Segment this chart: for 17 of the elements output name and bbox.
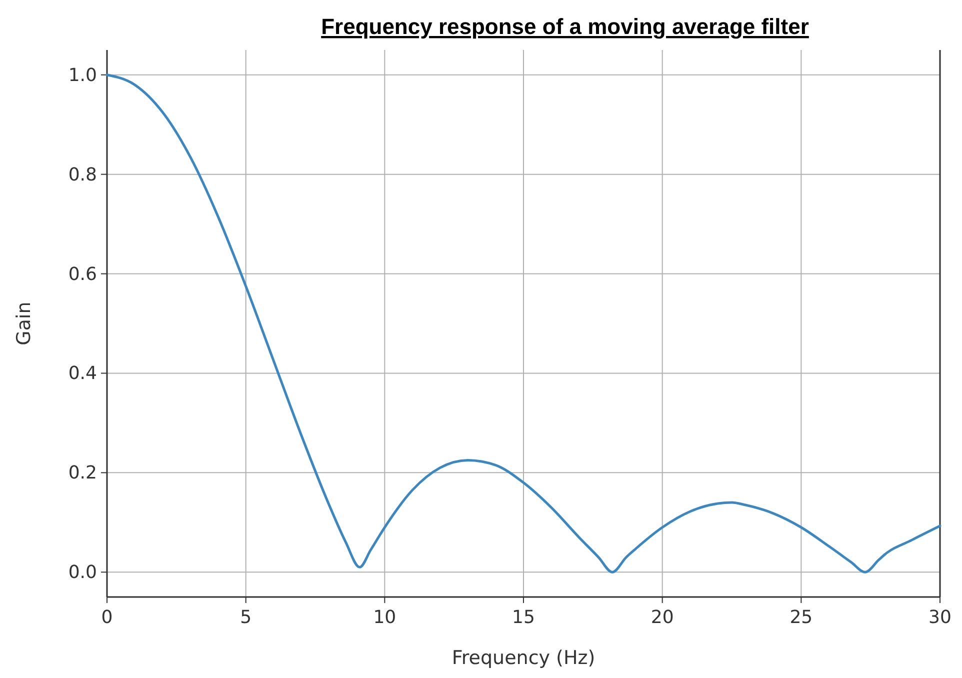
chart-title: Frequency response of a moving average filter	[321, 14, 810, 39]
line-series	[106, 74, 942, 574]
x-tick-label: 30	[928, 607, 952, 628]
x-tick-label: 25	[790, 607, 813, 628]
x-tick-label: 5	[240, 607, 252, 628]
x-tick-label: 0	[101, 607, 113, 628]
y-tick-label: 1.0	[68, 64, 97, 86]
y-tick-label: 0.4	[68, 363, 97, 384]
y-tick-label: 0.8	[68, 164, 97, 186]
y-axis-title: Gain	[13, 302, 35, 346]
x-tick-label: 15	[512, 607, 535, 628]
x-tick-label: 10	[373, 607, 396, 628]
x-axis-title: Frequency (Hz)	[452, 647, 596, 669]
x-tick-label: 20	[650, 607, 674, 628]
y-tick-label: 0.6	[68, 264, 97, 285]
y-tick-label: 0.2	[68, 462, 97, 484]
y-tick-label: 0.0	[68, 562, 97, 584]
